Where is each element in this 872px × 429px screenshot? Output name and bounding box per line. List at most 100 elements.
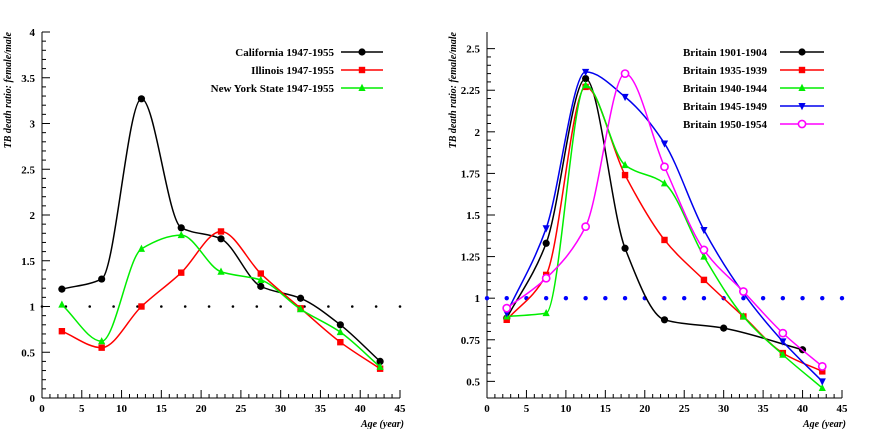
data-point — [542, 225, 550, 233]
data-point — [178, 269, 185, 276]
x-tick-label: 0 — [39, 403, 45, 415]
data-point — [296, 294, 305, 302]
data-point — [819, 368, 826, 375]
y-tick-label: 2 — [475, 127, 481, 139]
series-line — [506, 71, 823, 382]
series-group — [58, 228, 384, 372]
data-point — [660, 316, 669, 324]
data-point — [217, 267, 225, 275]
data-point — [138, 303, 145, 310]
x-tick-label: 5 — [79, 403, 85, 415]
data-point — [700, 226, 708, 235]
reference-dot — [820, 295, 825, 301]
left-chart-panel: 0 5 10 15 20 25 30 35 40 45 0 0.5 1 1.5 2 2.5 3 3.5 4 Age (… — [3, 27, 406, 429]
series-group — [502, 69, 827, 371]
data-point — [621, 244, 629, 252]
data-point — [177, 224, 185, 232]
legend: California 1947-1955 Illinois 1947-1955 Ne… — [211, 47, 383, 95]
data-point — [661, 236, 668, 244]
reference-dot — [183, 305, 187, 308]
x-tick-label: 45 — [395, 403, 407, 415]
data-point — [503, 316, 510, 324]
series-group — [503, 74, 807, 354]
series-group — [503, 83, 826, 375]
x-tick-label: 20 — [196, 403, 208, 415]
x-tick-label: 5 — [524, 403, 530, 415]
data-point — [621, 93, 629, 102]
data-point — [98, 344, 105, 351]
y-tick-label: 3.5 — [21, 73, 35, 85]
data-point — [336, 327, 344, 336]
legend-label: New York State 1947-1955 — [211, 83, 335, 95]
data-point — [621, 171, 629, 179]
x-tick-label: 20 — [639, 403, 651, 415]
data-point — [542, 239, 550, 247]
series-line — [61, 230, 381, 370]
x-tick-label: 40 — [355, 403, 367, 415]
reference-dot — [543, 295, 549, 301]
legend-marker — [798, 66, 806, 74]
reference-dot — [484, 295, 490, 301]
reference-dot — [231, 305, 235, 308]
data-point — [779, 350, 787, 358]
data-point — [700, 276, 708, 284]
reference-dot — [504, 295, 509, 301]
data-point — [779, 338, 787, 346]
data-point — [296, 305, 305, 313]
y-tick-label: 3 — [30, 119, 36, 131]
data-point — [58, 300, 66, 308]
reference-dot — [603, 295, 608, 301]
y-tick-label: 1.5 — [466, 210, 480, 222]
y-tick-label: 2.5 — [21, 164, 35, 176]
y-axis-title: TB death ratio: female/male — [448, 31, 459, 148]
series-group — [503, 81, 826, 392]
data-point — [257, 275, 265, 283]
y-tick-label: 1 — [30, 302, 36, 314]
reference-dot — [88, 305, 92, 308]
y-tick-label: 1 — [475, 293, 481, 305]
x-axis-title: Age (year) — [802, 419, 846, 429]
reference-dot — [839, 295, 845, 301]
reference-dot — [701, 295, 707, 301]
reference-dot — [374, 305, 378, 308]
series-group — [58, 230, 384, 370]
data-point — [257, 282, 265, 290]
data-point — [137, 95, 146, 103]
y-tick-label: 0.5 — [21, 347, 35, 359]
reference-dot — [327, 305, 330, 308]
x-tick-label: 15 — [600, 403, 612, 415]
data-point — [817, 361, 827, 371]
data-point — [660, 140, 669, 148]
legend-label: Britain 1935-1939 — [683, 65, 768, 77]
legend-marker — [798, 103, 806, 111]
series-line — [506, 72, 823, 367]
reference-dot — [303, 305, 306, 308]
series-line — [61, 234, 381, 368]
data-point — [217, 228, 225, 235]
data-point — [581, 222, 591, 232]
data-point — [137, 244, 146, 252]
x-tick-label: 25 — [679, 403, 691, 415]
data-point — [542, 308, 550, 317]
legend: Britain 1901-1904 Britain 1935-1939 Britai… — [683, 47, 824, 131]
x-tick-label: 35 — [758, 403, 770, 415]
series-line — [506, 84, 823, 389]
reference-dot — [160, 305, 163, 308]
data-point — [376, 357, 384, 365]
x-tick-label: 30 — [718, 403, 730, 415]
x-tick-label: 35 — [315, 403, 327, 415]
legend-marker — [798, 48, 806, 56]
legend-label: Britain 1950-1954 — [683, 119, 768, 131]
y-tick-label: 1.5 — [21, 256, 35, 268]
data-point — [582, 68, 590, 77]
x-axis-title: Age (year) — [360, 419, 404, 429]
legend-marker — [358, 83, 366, 91]
reference-dot — [279, 305, 282, 308]
legend-marker — [358, 48, 366, 56]
series-group — [58, 95, 384, 365]
x-tick-label: 10 — [116, 403, 128, 415]
legend-label: Illinois 1947-1955 — [251, 65, 334, 77]
reference-dot — [800, 295, 805, 301]
y-tick-label: 4 — [30, 27, 36, 39]
